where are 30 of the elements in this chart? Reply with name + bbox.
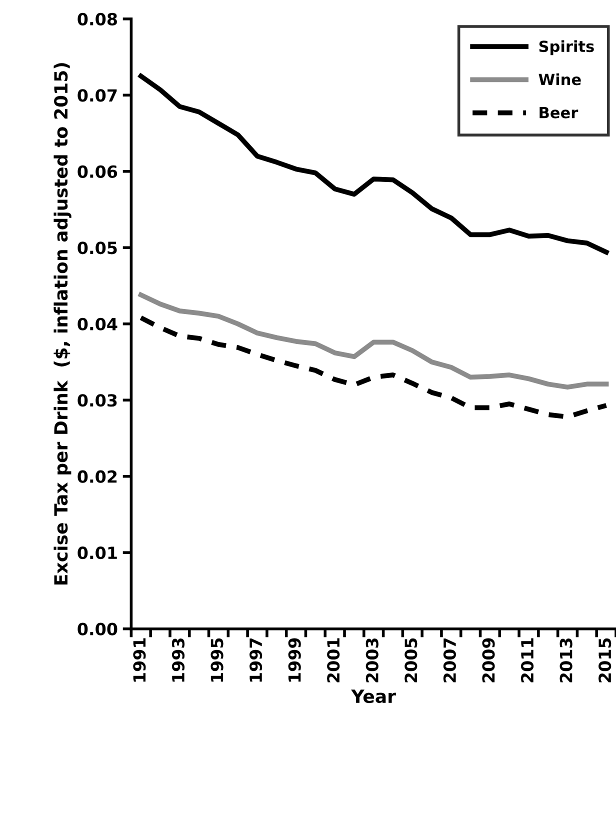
legend-label: Spirits [539, 40, 594, 56]
y-tick-label: 0.08 [78, 12, 117, 26]
y-tick-label: 0.03 [78, 394, 117, 407]
x-tick-label: 1995 [210, 638, 224, 682]
x-tick-label: 2007 [443, 638, 456, 682]
legend-label: Beer [540, 107, 578, 118]
y-tick-label: 0.02 [78, 470, 117, 483]
x-tick-label: 2015 [598, 638, 612, 682]
x-tick-label: 2011 [520, 638, 534, 682]
x-tick-label: 1999 [288, 638, 301, 682]
x-tick-label: 1993 [172, 638, 185, 682]
x-tick-label: 2009 [482, 638, 495, 682]
line-series [138, 315, 609, 420]
y-tick-label: 0.04 [78, 318, 118, 330]
y-tick-label: 0.05 [78, 242, 117, 254]
y-axis-title: Excise Tax per Drink ($, inflation adjusted to 2015) [54, 63, 72, 584]
x-tick-label: 2005 [404, 638, 418, 682]
y-tick-label: 0.06 [78, 165, 118, 178]
x-tick-label: 1997 [250, 638, 262, 682]
x-tick-label: 2003 [366, 638, 378, 682]
x-tick-label: 2013 [560, 638, 572, 682]
legend-label: Wine [538, 73, 581, 86]
x-axis-title: Year [351, 690, 396, 704]
y-tick-label: 0.00 [78, 622, 118, 636]
x-tick-label: 1991 [133, 638, 146, 682]
y-tick-label: 0.07 [78, 89, 117, 102]
line-series [138, 74, 609, 255]
line-series [138, 292, 609, 390]
x-tick-label: 2001 [327, 638, 340, 682]
y-tick-label: 0.01 [78, 546, 117, 560]
